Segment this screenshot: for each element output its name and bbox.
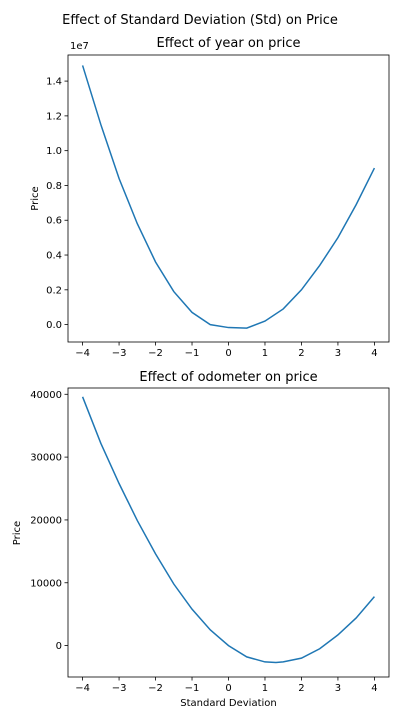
x-tick-label: 2 <box>298 348 304 359</box>
tick-group: −4 −3 −2 −1 0 1 2 3 4 0.0 0.2 0.4 0.6 0.8 1.0 1.2 1.4 <box>46 77 378 359</box>
y-tick-label: 0.4 <box>46 251 62 262</box>
chart-odometer-on-price: Effect of odometer on price Price Standa… <box>12 370 390 709</box>
x-tick-label: 0 <box>225 348 231 359</box>
y-tick-label: 1.2 <box>46 111 62 122</box>
x-axis-label: Standard Deviation <box>180 698 277 709</box>
x-tick-label: −4 <box>75 348 90 359</box>
series-line <box>81 396 375 664</box>
y-tick-label: 0.0 <box>46 320 62 331</box>
x-tick-label: 2 <box>298 683 304 694</box>
x-tick-label: −3 <box>112 348 127 359</box>
y-tick-label: 10000 <box>30 578 62 589</box>
y-tick-label: 0 <box>56 641 62 652</box>
y-tick-label: 0.8 <box>46 181 62 192</box>
y-tick-label: 1.4 <box>46 77 62 88</box>
x-tick-label: −1 <box>185 683 200 694</box>
chart-title: Effect of year on price <box>156 36 300 51</box>
x-tick-label: −2 <box>148 348 163 359</box>
y-axis-label: Price <box>12 521 23 545</box>
y-tick-label: 0.2 <box>46 285 62 296</box>
x-tick-label: 3 <box>335 348 341 359</box>
y-axis-label: Price <box>30 186 41 210</box>
x-tick-label: 0 <box>225 683 231 694</box>
y-tick-label: 30000 <box>30 453 62 464</box>
chart-title: Effect of odometer on price <box>139 370 317 385</box>
tick-group: −4 −3 −2 −1 0 1 2 3 4 0 10000 20000 30000 40000 <box>30 390 377 694</box>
x-tick-label: 4 <box>371 683 377 694</box>
chart-year-on-price: Effect of year on price 1e7 Price −4 −3 −2… <box>30 36 390 359</box>
x-tick-label: −3 <box>112 683 127 694</box>
figure-suptitle: Effect of Standard Deviation (Std) on Pr… <box>62 13 338 28</box>
x-tick-label: −2 <box>148 683 163 694</box>
axes-frame <box>67 54 390 343</box>
y-tick-label: 1.0 <box>46 146 62 157</box>
x-tick-label: −1 <box>185 348 200 359</box>
x-tick-label: −4 <box>75 683 90 694</box>
series-line <box>81 65 376 329</box>
axes-frame <box>67 387 390 678</box>
y-offset-label: 1e7 <box>70 41 89 52</box>
x-tick-label: 3 <box>335 683 341 694</box>
x-tick-label: 4 <box>371 348 377 359</box>
x-tick-label: 1 <box>262 348 268 359</box>
y-tick-label: 0.6 <box>46 216 62 227</box>
y-tick-label: 40000 <box>30 390 62 401</box>
y-tick-label: 20000 <box>30 515 62 526</box>
x-tick-label: 1 <box>262 683 268 694</box>
